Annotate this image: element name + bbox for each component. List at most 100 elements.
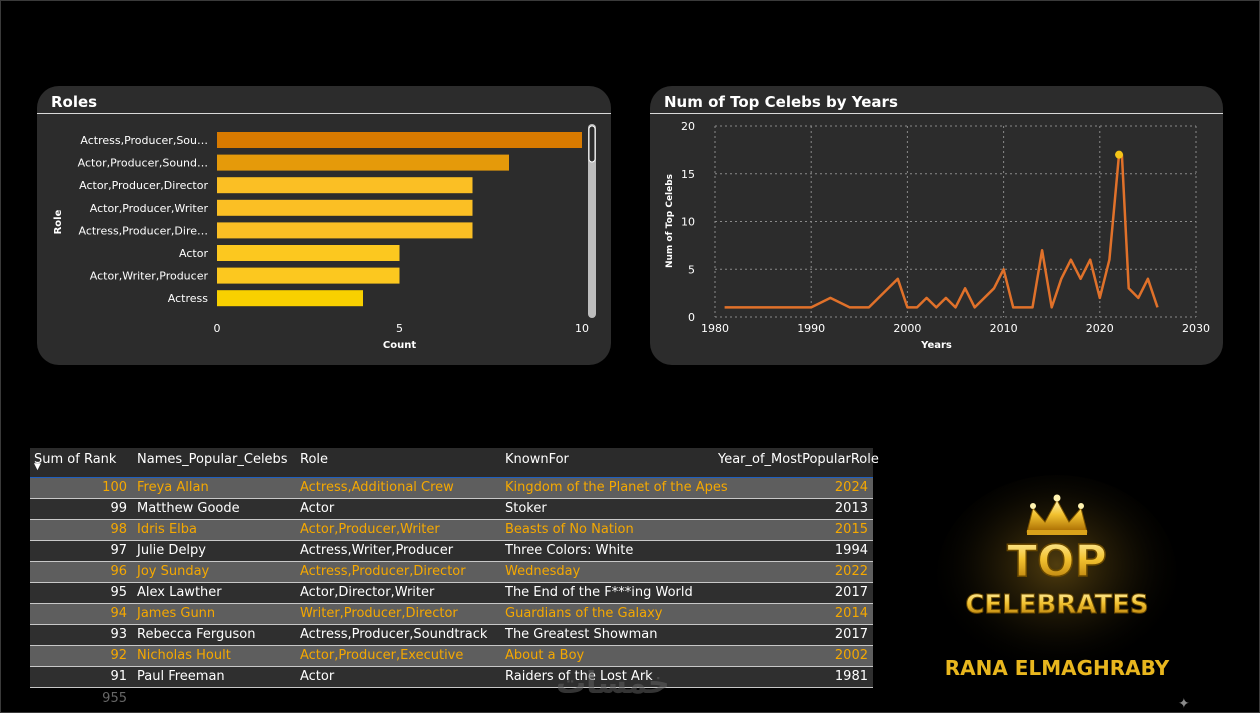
bar[interactable] <box>217 154 509 171</box>
cell-sum-of-rank: 94 <box>110 606 127 621</box>
scrollbar-thumb[interactable] <box>588 125 596 163</box>
cell-role: Writer,Producer,Director <box>300 606 458 621</box>
title-divider <box>650 113 1223 114</box>
cell-known-for: Stoker <box>505 501 547 516</box>
cell-known-for: Wednesday <box>505 564 581 579</box>
cell-role: Actress,Writer,Producer <box>300 543 454 558</box>
cell-known-for: The End of the F***ing World <box>505 585 693 600</box>
cell-known-for: The Greatest Showman <box>505 627 658 642</box>
x-tick-label: 2030 <box>1182 322 1210 335</box>
cell-name: Freya Allan <box>137 480 209 495</box>
table-row[interactable]: 94 James Gunn Writer,Producer,Director Guar… <box>30 604 873 625</box>
years-chart-card[interactable]: Num of Top Celebs by Years 0 5 10 15 20 1980 1… <box>650 86 1223 365</box>
bar[interactable] <box>217 222 473 239</box>
roles-bar-chart[interactable]: Actress,Producer,Sou… Actor,Producer,Soun… <box>37 86 611 365</box>
bar[interactable] <box>217 267 400 284</box>
table-row[interactable]: 95 Alex Lawther Actor,Director,Writer The E… <box>30 583 873 604</box>
cell-year: 2014 <box>834 606 868 621</box>
roles-chart-card[interactable]: Roles Actress,Producer,Sou… Actor,Produce… <box>37 86 611 365</box>
y-axis-title: Role <box>53 209 64 234</box>
logo-top-text: TOP <box>1007 536 1107 587</box>
table-body: 100 Freya Allan Actress,Additional Crew Kin… <box>30 478 873 688</box>
x-tick-label: 2020 <box>1086 322 1114 335</box>
x-axis-title: Years <box>920 340 952 351</box>
cell-role: Actor,Producer,Writer <box>300 522 440 537</box>
title-divider <box>37 113 611 114</box>
years-line-chart[interactable]: 0 5 10 15 20 1980 1990 2000 2010 2020 2030 Years Num… <box>650 86 1223 365</box>
bar[interactable] <box>217 199 473 216</box>
header-role[interactable]: Role <box>300 452 329 467</box>
header-known-for[interactable]: KnownFor <box>505 452 569 467</box>
series-line[interactable] <box>724 153 1159 309</box>
logo-celebrates-text: CELEBRATES <box>965 590 1148 620</box>
cell-sum-of-rank: 98 <box>110 522 127 537</box>
cell-role: Actress,Producer,Director <box>300 564 466 579</box>
table-row[interactable]: 93 Rebecca Ferguson Actress,Producer,Sound… <box>30 625 873 646</box>
cell-year: 2002 <box>834 648 868 663</box>
years-chart-title: Num of Top Celebs by Years <box>664 93 898 111</box>
cell-sum-of-rank: 95 <box>110 585 127 600</box>
watermark-text: خمسات <box>556 666 670 701</box>
category-label: Actor,Producer,Writer <box>90 202 209 215</box>
cell-year: 2024 <box>834 480 868 495</box>
cell-name: James Gunn <box>137 606 216 621</box>
category-label: Actress,Producer,Sou… <box>80 134 208 147</box>
cell-name: Paul Freeman <box>137 669 225 684</box>
cell-year: 2022 <box>834 564 868 579</box>
cell-sum-of-rank: 99 <box>110 501 127 516</box>
bar[interactable] <box>217 132 582 148</box>
table-row[interactable]: 91 Paul Freeman Actor Raiders of the Lost A… <box>30 667 873 688</box>
sparkle-icon: ✦ <box>1178 696 1190 712</box>
top-celebrates-logo: TOP CELEBRATES RANA ELMAGHRABY <box>937 475 1177 680</box>
bar[interactable] <box>217 245 400 261</box>
roles-chart-title: Roles <box>51 93 98 111</box>
cell-year: 1994 <box>834 543 868 558</box>
y-tick-label: 0 <box>688 311 695 324</box>
x-tick-label: 1980 <box>701 322 729 335</box>
cell-year: 2015 <box>834 522 868 537</box>
cell-role: Actor <box>300 669 335 684</box>
cell-name: Rebecca Ferguson <box>137 627 256 642</box>
table-row[interactable]: 98 Idris Elba Actor,Producer,Writer Beasts … <box>30 520 873 541</box>
cell-role: Actor,Director,Writer <box>300 585 435 600</box>
cell-known-for: Beasts of No Nation <box>505 522 634 537</box>
x-axis-title: Count <box>383 340 416 351</box>
cell-name: Matthew Goode <box>137 501 240 516</box>
bar[interactable] <box>217 177 473 194</box>
cell-name: Julie Delpy <box>137 543 206 558</box>
cell-sum-of-rank: 93 <box>110 627 127 642</box>
cell-sum-of-rank: 92 <box>110 648 127 663</box>
cell-role: Actor <box>300 501 335 516</box>
header-year[interactable]: Year_of_MostPopularRole <box>718 452 879 467</box>
celebs-table[interactable]: Sum of Rank ▼ Names_Popular_Celebs Role … <box>30 448 879 708</box>
table-total-row: 955 <box>30 688 873 708</box>
category-label: Actor,Writer,Producer <box>90 270 209 283</box>
cell-sum-of-rank: 96 <box>110 564 127 579</box>
table-row[interactable]: 100 Freya Allan Actress,Additional Crew Kin… <box>30 478 873 499</box>
cell-name: Alex Lawther <box>137 585 222 600</box>
crown-icon <box>1026 494 1088 535</box>
y-tick-label: 10 <box>681 216 695 229</box>
header-sum-of-rank[interactable]: Sum of Rank <box>34 452 117 467</box>
cell-known-for: Three Colors: White <box>505 543 634 558</box>
cell-name: Joy Sunday <box>137 564 210 579</box>
table-row[interactable]: 96 Joy Sunday Actress,Producer,Director Wed… <box>30 562 873 583</box>
vertical-scrollbar[interactable] <box>588 124 596 318</box>
sort-desc-icon[interactable]: ▼ <box>34 462 41 472</box>
y-axis-title: Num of Top Celebs <box>665 174 675 268</box>
category-label: Actress,Producer,Dire… <box>78 224 208 237</box>
x-tick-label: 5 <box>396 322 403 335</box>
header-names[interactable]: Names_Popular_Celebs <box>137 452 288 467</box>
bar[interactable] <box>217 290 363 307</box>
highlighted-point[interactable] <box>1115 150 1124 159</box>
cell-known-for: Guardians of the Galaxy <box>505 606 663 621</box>
table-row[interactable]: 92 Nicholas Hoult Actor,Producer,Executive… <box>30 646 873 667</box>
category-label: Actor,Producer,Sound… <box>78 157 208 170</box>
cell-known-for: About a Boy <box>505 648 585 663</box>
table-row[interactable]: 99 Matthew Goode Actor Stoker 2013 <box>30 499 873 520</box>
x-tick-label: 10 <box>575 322 589 335</box>
table-row[interactable]: 97 Julie Delpy Actress,Writer,Producer Thre… <box>30 541 873 562</box>
logo-author-text: RANA ELMAGHRABY <box>945 656 1170 680</box>
y-tick-label: 15 <box>681 168 695 181</box>
y-tick-label: 5 <box>688 263 695 276</box>
